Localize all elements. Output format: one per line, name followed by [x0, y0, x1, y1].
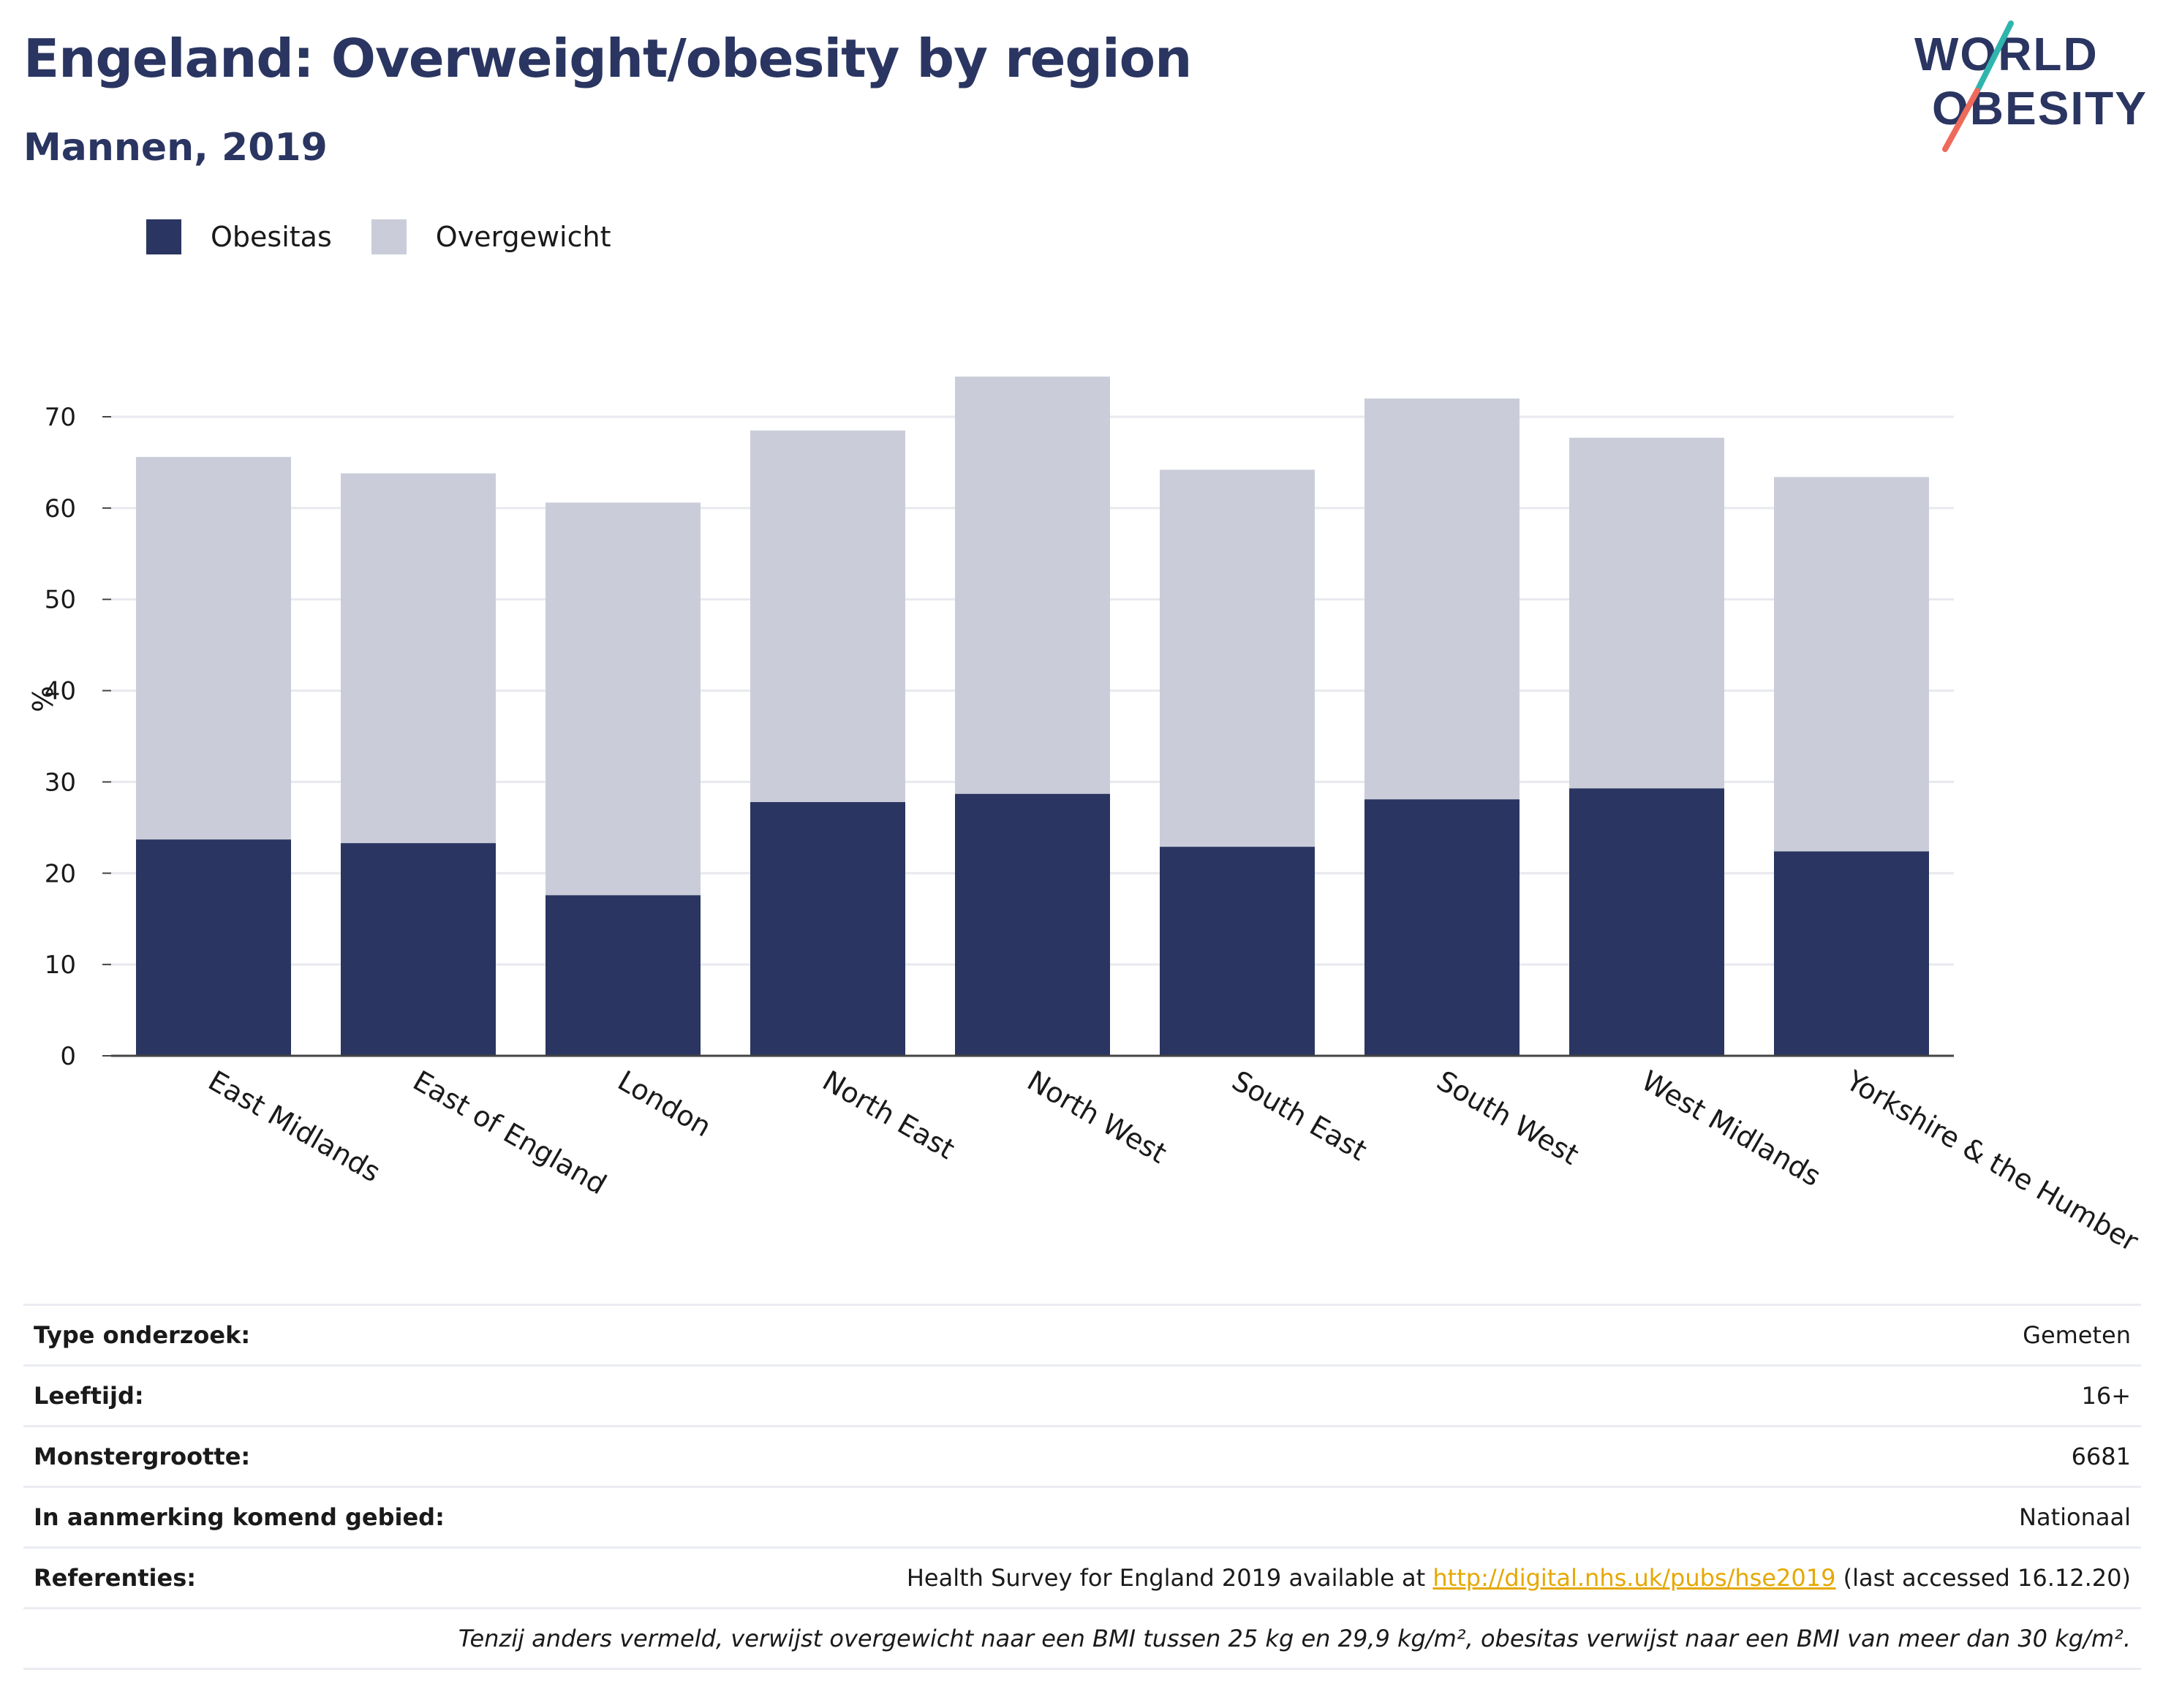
bar-obesitas: [955, 793, 1110, 1056]
bar-overgewicht: [1160, 469, 1315, 847]
y-tick-label: 0: [60, 1042, 76, 1071]
info-row-age: Leeftijd: 16+: [23, 1364, 2141, 1427]
bar-obesitas: [750, 801, 905, 1056]
logo-slash-teal: [1974, 20, 2014, 94]
legend-item-obesitas[interactable]: Obesitas: [146, 219, 332, 254]
legend-swatch-obesitas: [146, 219, 181, 254]
bar-overgewicht: [1774, 477, 1929, 852]
bar-obesitas: [1364, 799, 1520, 1056]
y-tick-label: 70: [45, 403, 76, 432]
reference-link[interactable]: http://digital.nhs.uk/pubs/hse2019: [1432, 1564, 1836, 1592]
x-tick-label: West Midlands: [1637, 1065, 1827, 1193]
legend-swatch-overgewicht: [371, 219, 407, 254]
bar-overgewicht: [750, 430, 905, 802]
bar-obesitas: [546, 895, 701, 1056]
bar-overgewicht: [546, 502, 701, 896]
bar-obesitas: [1569, 788, 1724, 1056]
x-tick-label: South East: [1227, 1065, 1373, 1167]
x-tick-label: Yorkshire & the Humber: [1841, 1064, 2144, 1258]
info-row-sample: Monstergrootte: 6681: [23, 1425, 2141, 1487]
definition-note: Tenzij anders vermeld, verwijst overgewi…: [23, 1607, 2141, 1670]
legend-label-overgewicht: Overgewicht: [435, 221, 611, 253]
x-tick-label: East of England: [408, 1065, 612, 1201]
x-tick-label: East Midlands: [203, 1065, 386, 1189]
bar-obesitas: [341, 843, 496, 1056]
y-tick-label: 50: [45, 586, 76, 615]
x-tick-label: South West: [1432, 1065, 1585, 1171]
info-value-references: Health Survey for England 2019 available…: [568, 1546, 2141, 1609]
reference-accessed: (last accessed 16.12.20): [1835, 1564, 2131, 1592]
info-row-note: Tenzij anders vermeld, verwijst overgewi…: [23, 1607, 2141, 1670]
page-title: Engeland: Overweight/obesity by region: [23, 28, 1192, 89]
page-subtitle: Mannen, 2019: [23, 126, 328, 170]
info-label-sample: Monstergrootte:: [23, 1425, 569, 1487]
info-label-age: Leeftijd:: [23, 1364, 569, 1427]
survey-info-table: Type onderzoek: Gemeten Leeftijd: 16+ Mo…: [23, 1304, 2141, 1670]
x-tick-label: North West: [1022, 1065, 1172, 1170]
info-row-type: Type onderzoek: Gemeten: [23, 1304, 2141, 1366]
chart-legend: Obesitas Overgewicht: [146, 218, 651, 256]
bar-obesitas: [1774, 851, 1929, 1056]
x-tick-label: London: [613, 1065, 717, 1144]
info-label-references: Referenties:: [23, 1546, 569, 1609]
y-axis-label: %: [27, 686, 59, 712]
logo-slash-coral: [1942, 88, 1980, 152]
info-row-references: Referenties: Health Survey for England 2…: [23, 1546, 2141, 1609]
info-row-area: In aanmerking komend gebied: Nationaal: [23, 1486, 2141, 1548]
info-value-sample: 6681: [568, 1425, 2141, 1487]
bar-obesitas: [136, 839, 291, 1056]
stacked-bar-chart: 0 10 20 30 40 50 60 70% East Midlands East of Eng…: [27, 377, 2144, 1258]
info-value-area: Nationaal: [568, 1486, 2141, 1548]
info-value-age: 16+: [568, 1364, 2141, 1427]
reference-text: Health Survey for England 2019 available…: [906, 1564, 1433, 1592]
info-value-type: Gemeten: [568, 1304, 2141, 1366]
bar-overgewicht: [136, 456, 291, 840]
world-obesity-logo: WORLD OBESITY: [1914, 20, 2146, 152]
info-label-type: Type onderzoek:: [23, 1304, 569, 1366]
bar-obesitas: [1160, 847, 1315, 1056]
bar-overgewicht: [955, 377, 1110, 794]
info-label-area: In aanmerking komend gebied:: [23, 1486, 569, 1548]
bar-overgewicht: [341, 473, 496, 844]
y-tick-label: 40: [45, 677, 76, 706]
y-tick-label: 30: [45, 768, 76, 797]
bar-overgewicht: [1569, 437, 1724, 789]
legend-item-overgewicht[interactable]: Overgewicht: [371, 219, 611, 254]
y-tick-label: 20: [45, 859, 76, 888]
legend-label-obesitas: Obesitas: [211, 221, 332, 253]
y-tick-label: 60: [45, 494, 76, 524]
bar-overgewicht: [1364, 398, 1520, 800]
x-tick-label: North East: [818, 1065, 961, 1165]
y-tick-label: 10: [45, 951, 76, 980]
